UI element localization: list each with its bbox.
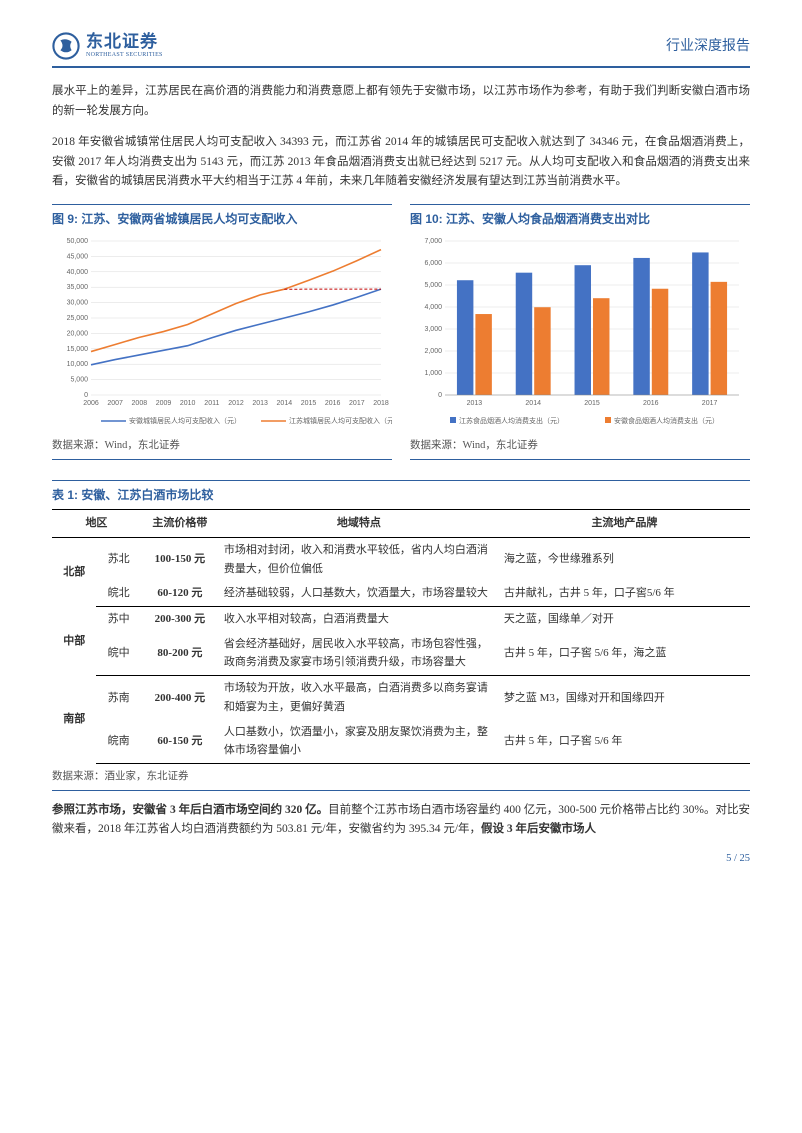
svg-text:安徽城镇居民人均可支配收入（元）: 安徽城镇居民人均可支配收入（元） — [129, 416, 241, 425]
svg-text:4,000: 4,000 — [424, 304, 442, 311]
chart10-title: 图 10: 江苏、安徽人均食品烟酒消费支出对比 — [410, 204, 750, 229]
svg-text:2015: 2015 — [301, 400, 317, 407]
table-src: 数据来源：酒业家，东北证券 — [52, 764, 750, 791]
svg-text:30,000: 30,000 — [67, 300, 89, 307]
svg-text:2017: 2017 — [702, 400, 718, 407]
svg-text:2018: 2018 — [373, 400, 389, 407]
svg-text:2009: 2009 — [156, 400, 172, 407]
para-3: 参照江苏市场，安徽省 3 年后白酒市场空间约 320 亿。目前整个江苏市场白酒市… — [52, 801, 750, 840]
logo: 东北证券 NORTHEAST SECURITIES — [52, 32, 163, 60]
svg-text:35,000: 35,000 — [67, 284, 89, 291]
svg-text:2011: 2011 — [204, 400, 219, 407]
comparison-table: 地区主流价格带地域特点主流地产品牌 北部苏北100-150 元市场相对封闭，收入… — [52, 509, 750, 764]
svg-text:0: 0 — [84, 392, 88, 399]
svg-text:5,000: 5,000 — [424, 282, 442, 289]
svg-text:2012: 2012 — [228, 400, 244, 407]
svg-text:2,000: 2,000 — [424, 348, 442, 355]
svg-text:2014: 2014 — [525, 400, 541, 407]
svg-text:2017: 2017 — [349, 400, 365, 407]
logo-icon — [52, 32, 80, 60]
chart9-src: 数据来源：Wind，东北证券 — [52, 433, 392, 460]
chart10: 0 1,000 2,000 3,000 4,000 5,000 6,000 7,000 2013… — [410, 235, 750, 433]
svg-text:2007: 2007 — [107, 400, 123, 407]
svg-text:15,000: 15,000 — [67, 346, 89, 353]
header-right: 行业深度报告 — [666, 34, 750, 58]
svg-text:5,000: 5,000 — [70, 377, 88, 384]
chart10-src: 数据来源：Wind，东北证券 — [410, 433, 750, 460]
svg-text:0: 0 — [438, 392, 442, 399]
svg-text:25,000: 25,000 — [67, 315, 89, 322]
page-number: 5 / 25 — [726, 850, 750, 868]
table-title: 表 1: 安徽、江苏白酒市场比较 — [52, 480, 750, 505]
svg-text:2016: 2016 — [325, 400, 341, 407]
svg-text:2008: 2008 — [132, 400, 148, 407]
svg-text:1,000: 1,000 — [424, 370, 442, 377]
chart9-title: 图 9: 江苏、安徽两省城镇居民人均可支配收入 — [52, 204, 392, 229]
svg-text:2006: 2006 — [83, 400, 99, 407]
svg-text:50,000: 50,000 — [67, 238, 89, 245]
chart9: 0 5,000 10,000 15,000 20,000 25,000 30,000 35,0… — [52, 235, 392, 433]
svg-text:2015: 2015 — [584, 400, 600, 407]
svg-text:江苏食品烟酒人均消费支出（元）: 江苏食品烟酒人均消费支出（元） — [459, 416, 564, 425]
svg-text:2014: 2014 — [277, 400, 293, 407]
svg-text:45,000: 45,000 — [67, 254, 89, 261]
page-header: 东北证券 NORTHEAST SECURITIES 行业深度报告 — [52, 32, 750, 68]
para-1: 展水平上的差异，江苏居民在高价酒的消费能力和消费意愿上都有领先于安徽市场，以江苏… — [52, 82, 750, 121]
svg-text:安徽食品烟酒人均消费支出（元）: 安徽食品烟酒人均消费支出（元） — [614, 416, 719, 425]
svg-text:江苏城镇居民人均可支配收入（元）: 江苏城镇居民人均可支配收入（元） — [289, 416, 392, 425]
svg-text:40,000: 40,000 — [67, 269, 89, 276]
svg-text:2016: 2016 — [643, 400, 659, 407]
svg-text:10,000: 10,000 — [67, 361, 89, 368]
svg-text:20,000: 20,000 — [67, 331, 89, 338]
para-2: 2018 年安徽省城镇常住居民人均可支配收入 34393 元，而江苏省 2014… — [52, 133, 750, 192]
svg-text:3,000: 3,000 — [424, 326, 442, 333]
svg-text:2013: 2013 — [467, 400, 483, 407]
brand-en: NORTHEAST SECURITIES — [86, 52, 163, 59]
svg-text:6,000: 6,000 — [424, 260, 442, 267]
svg-text:7,000: 7,000 — [424, 238, 442, 245]
brand-cn: 东北证券 — [86, 33, 163, 52]
svg-text:2010: 2010 — [180, 400, 196, 407]
svg-text:2013: 2013 — [252, 400, 268, 407]
